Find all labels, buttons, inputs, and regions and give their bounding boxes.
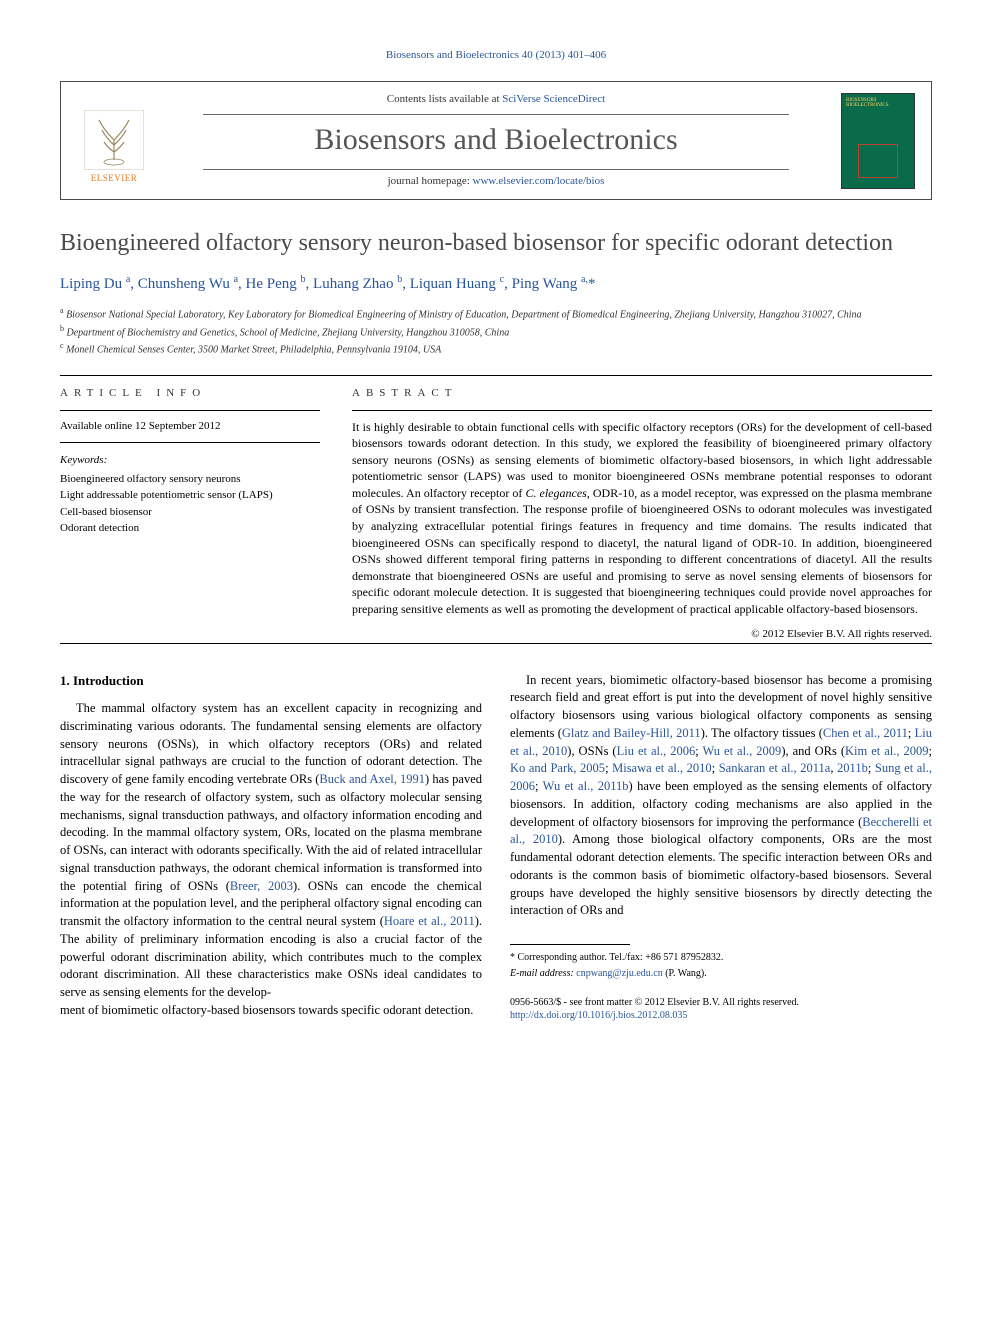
- corr-label: * Corresponding author. Tel./fax:: [510, 952, 645, 963]
- elsevier-logo: ELSEVIER: [77, 97, 151, 185]
- abstract-head: ABSTRACT: [352, 376, 932, 409]
- email-label: E-mail address:: [510, 968, 576, 979]
- header-rule-bottom: [203, 169, 789, 170]
- intro-paragraph-1: The mammal olfactory system has an excel…: [60, 700, 482, 1002]
- corr-phone: +86 571 87952832.: [645, 952, 723, 963]
- corresponding-author: * Corresponding author. Tel./fax: +86 57…: [510, 951, 932, 965]
- journal-title: Biosensors and Bioelectronics: [163, 119, 829, 161]
- elsevier-tree-icon: [84, 110, 144, 170]
- section-heading-intro: 1. Introduction: [60, 672, 482, 690]
- issn-line: 0956-5663/$ - see front matter © 2012 El…: [510, 996, 932, 1009]
- intro-paragraph-1-cont: ment of biomimetic olfactory-based biose…: [60, 1002, 482, 1020]
- keywords-list: Bioengineered olfactory sensory neuronsL…: [60, 471, 320, 537]
- elsevier-wordmark: ELSEVIER: [91, 172, 138, 185]
- journal-header: ELSEVIER Contents lists available at Sci…: [60, 81, 932, 200]
- cover-thumb-graphic: [858, 144, 898, 178]
- contents-line: Contents lists available at SciVerse Sci…: [163, 92, 829, 107]
- abstract-copyright: © 2012 Elsevier B.V. All rights reserved…: [352, 627, 932, 642]
- footer-bottom: 0956-5663/$ - see front matter © 2012 El…: [510, 996, 932, 1022]
- abstract-column: ABSTRACT It is highly desirable to obtai…: [352, 376, 932, 642]
- homepage-line: journal homepage: www.elsevier.com/locat…: [163, 174, 829, 189]
- email-link[interactable]: cnpwang@zju.edu.cn: [576, 968, 662, 979]
- article-history: Available online 12 September 2012: [60, 419, 320, 443]
- article-info-column: ARTICLE INFO Available online 12 Septemb…: [60, 376, 320, 642]
- journal-cover-thumb: BIOSENSORS BIOELECTRONICS: [841, 93, 915, 189]
- body-columns: 1. Introduction The mammal olfactory sys…: [60, 672, 932, 1022]
- running-head: Biosensors and Bioelectronics 40 (2013) …: [60, 48, 932, 63]
- doi-link[interactable]: http://dx.doi.org/10.1016/j.bios.2012.08…: [510, 1010, 687, 1021]
- keywords-head: Keywords:: [60, 453, 320, 468]
- footer-rule: [510, 944, 630, 945]
- email-suffix: (P. Wang).: [663, 968, 707, 979]
- homepage-link[interactable]: www.elsevier.com/locate/bios: [473, 175, 605, 187]
- article-title: Bioengineered olfactory sensory neuron-b…: [60, 228, 932, 259]
- contents-prefix: Contents lists available at: [387, 93, 502, 105]
- intro-paragraph-2: In recent years, biomimetic olfactory-ba…: [510, 672, 932, 921]
- author-list: Liping Du a, Chunsheng Wu a, He Peng b, …: [60, 273, 932, 295]
- cover-thumb-title: BIOSENSORS BIOELECTRONICS: [846, 98, 910, 109]
- sciencedirect-link[interactable]: SciVerse ScienceDirect: [502, 93, 605, 105]
- corresponding-email-line: E-mail address: cnpwang@zju.edu.cn (P. W…: [510, 967, 932, 981]
- abstract-text: It is highly desirable to obtain functio…: [352, 411, 932, 626]
- header-rule-top: [203, 114, 789, 115]
- affiliations: a Biosensor National Special Laboratory,…: [60, 305, 932, 357]
- corresponding-footer: * Corresponding author. Tel./fax: +86 57…: [510, 944, 932, 1021]
- homepage-prefix: journal homepage:: [388, 175, 473, 187]
- article-info-head: ARTICLE INFO: [60, 376, 320, 409]
